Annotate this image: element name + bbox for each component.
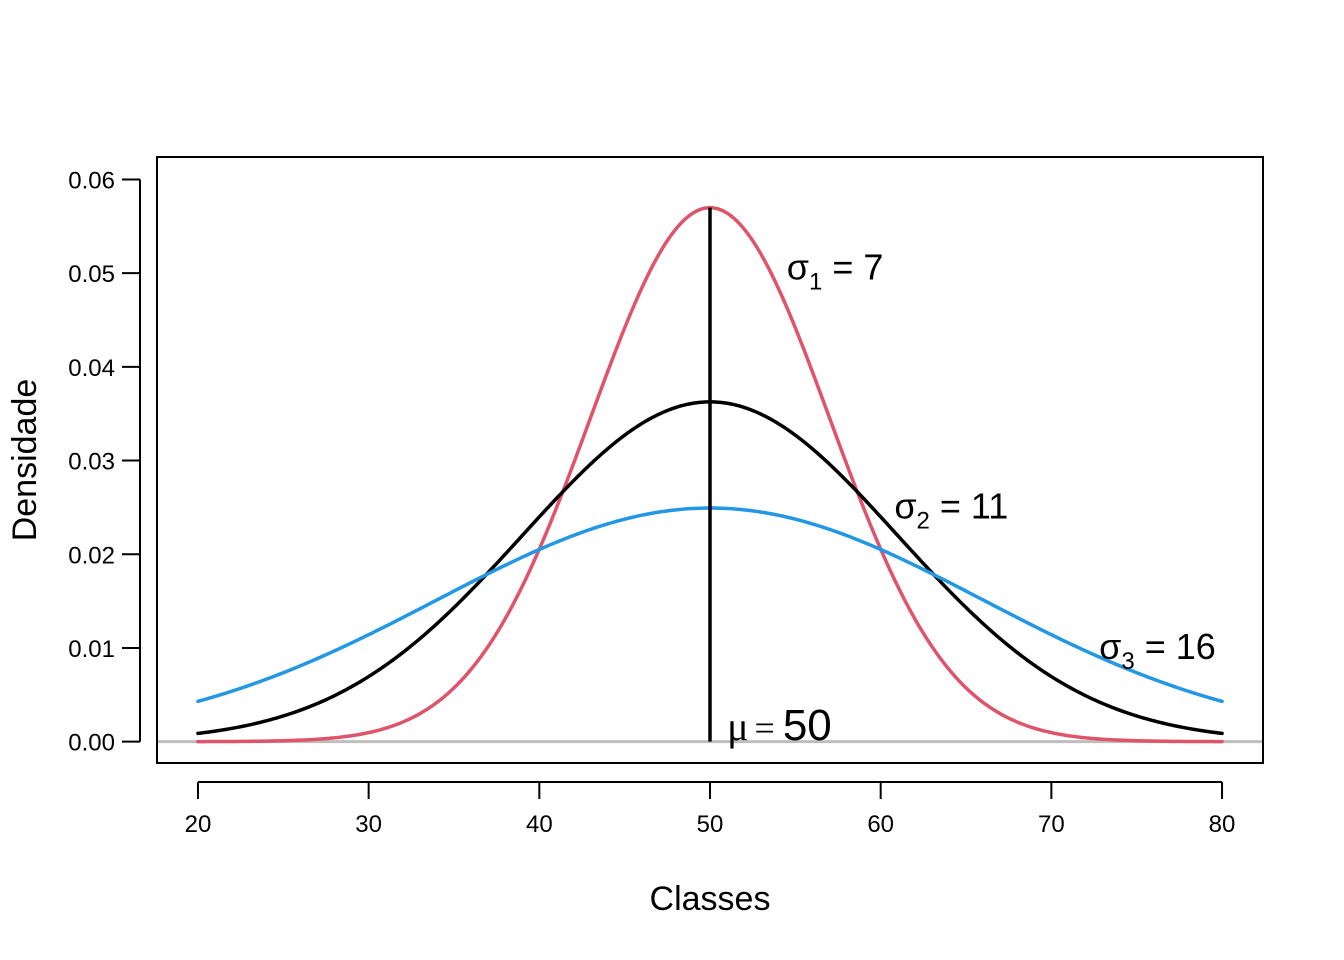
mean-label: μ = 50 xyxy=(727,701,832,750)
y-tick-label: 0.01 xyxy=(68,636,115,663)
y-axis-title: Densidade xyxy=(6,379,44,542)
x-tick-label: 30 xyxy=(355,811,382,838)
y-tick-label: 0.03 xyxy=(68,449,115,476)
y-tick-label: 0.02 xyxy=(68,542,115,569)
sigma-label-2: σ2 = 11 xyxy=(894,486,1008,535)
y-tick-label: 0.04 xyxy=(68,355,115,382)
x-axis-title: Classes xyxy=(650,880,771,918)
y-tick-label: 0.05 xyxy=(68,261,115,288)
sigma-label-1: σ1 = 7 xyxy=(787,247,884,296)
density-curve-sd7 xyxy=(196,205,1224,744)
plot-frame xyxy=(156,156,1264,764)
x-tick-label: 40 xyxy=(526,811,553,838)
x-tick-label: 70 xyxy=(1038,811,1065,838)
x-tick-label: 50 xyxy=(697,811,724,838)
sigma-label-3: σ3 = 16 xyxy=(1099,626,1216,675)
y-tick-label: 0.00 xyxy=(68,730,115,757)
y-tick-label: 0.06 xyxy=(68,167,115,194)
x-tick-label: 60 xyxy=(867,811,894,838)
x-tick-label: 80 xyxy=(1209,811,1236,838)
x-tick-label: 20 xyxy=(185,811,212,838)
